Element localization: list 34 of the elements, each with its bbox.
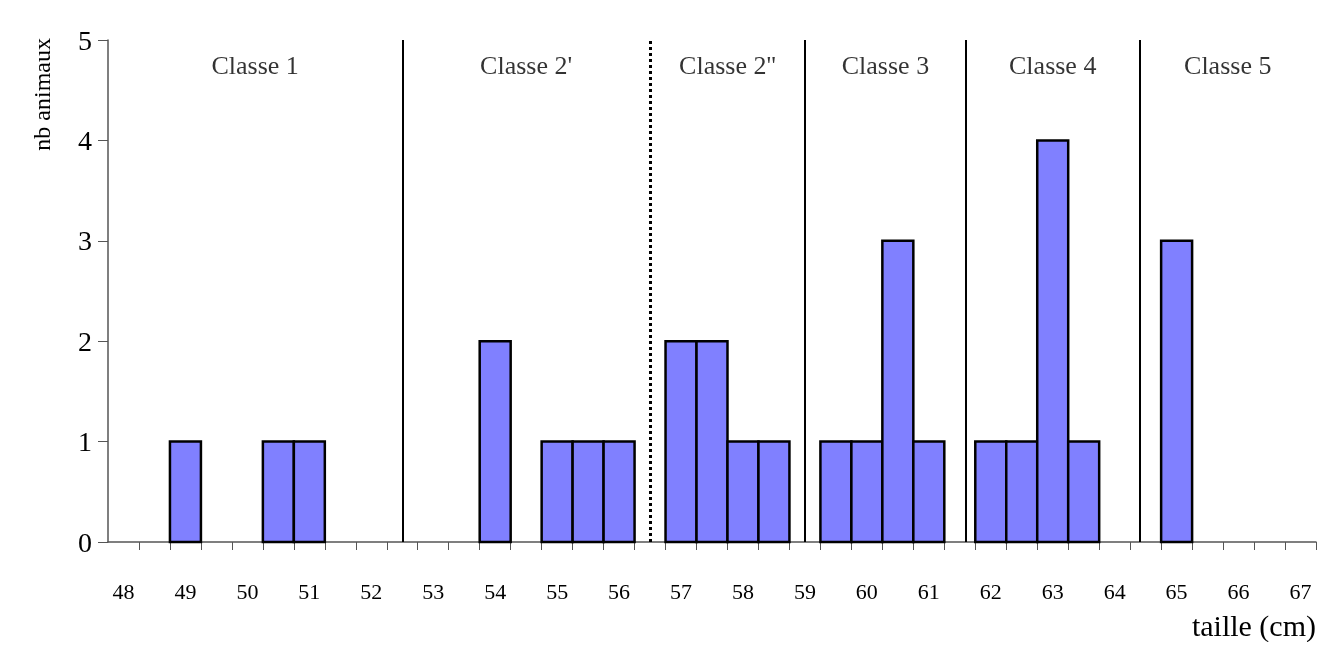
annotation: Classe 2' [480, 50, 573, 80]
x-tick-label: 64 [1103, 578, 1126, 604]
annotation: Classe 3 [841, 50, 930, 80]
y-tick-label: 0 [78, 526, 92, 558]
y-tick-label: 2 [78, 325, 92, 357]
x-tick-label: 60 [855, 578, 878, 604]
y-tick-label: 1 [78, 426, 92, 458]
x-tick-label: 56 [608, 578, 631, 604]
x-tick-label: 58 [731, 578, 754, 604]
y-tick-label: 3 [78, 225, 92, 257]
annotation: Classe 1 [211, 50, 299, 80]
x-tick-label: 63 [1041, 578, 1064, 604]
x-tick-label: 55 [546, 578, 569, 604]
x-tick-label: 65 [1165, 578, 1188, 604]
x-tick-label: 62 [979, 578, 1002, 604]
x-tick-label: 49 [174, 578, 197, 604]
annotation: Classe 4 [1009, 50, 1097, 80]
x-tick-label: 59 [793, 578, 816, 604]
x-tick-label: 54 [484, 578, 507, 604]
x-tick-label: 52 [360, 578, 383, 604]
x-tick-label: 53 [422, 578, 445, 604]
y-tick-label: 4 [78, 124, 92, 156]
x-tick-label: 67 [1289, 578, 1312, 604]
x-tick-label: 61 [917, 578, 940, 604]
x-tick-label: 66 [1227, 578, 1250, 604]
x-tick-label: 57 [670, 578, 693, 604]
x-tick-label: 50 [236, 578, 259, 604]
annotation: Classe 2'' [679, 50, 776, 80]
x-tick-label: 48 [112, 578, 135, 604]
y-axis-title: nb animaux [29, 38, 55, 151]
x-axis-title: taille (cm) [1191, 608, 1316, 643]
y-tick-label: 5 [78, 24, 92, 56]
annotation: Classe 5 [1184, 50, 1272, 80]
x-tick-label: 51 [298, 578, 321, 604]
